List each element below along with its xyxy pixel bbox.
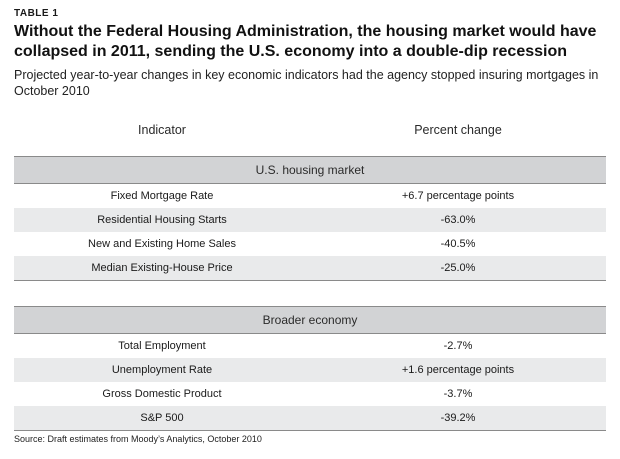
table-row: Fixed Mortgage Rate +6.7 percentage poin… <box>14 184 606 208</box>
table-row: Residential Housing Starts -63.0% <box>14 208 606 232</box>
table-row: S&P 500 -39.2% <box>14 406 606 430</box>
table-label: TABLE 1 <box>14 8 59 19</box>
percent-change-cell: +6.7 percentage points <box>401 190 515 202</box>
indicator-cell: Gross Domestic Product <box>102 388 222 400</box>
section-housing-market: U.S. housing market Fixed Mortgage Rate … <box>14 156 606 281</box>
table-row: Median Existing-House Price -25.0% <box>14 256 606 280</box>
percent-change-cell: -25.0% <box>440 262 476 274</box>
table-title: Without the Federal Housing Administrati… <box>14 23 597 60</box>
source-note: Source: Draft estimates from Moody’s Ana… <box>14 434 262 444</box>
table-row: Gross Domestic Product -3.7% <box>14 382 606 406</box>
column-header-percent-change: Percent change <box>414 123 502 137</box>
percent-change-cell: -39.2% <box>440 412 476 424</box>
section-broader-economy: Broader economy Total Employment -2.7% U… <box>14 306 606 431</box>
indicator-cell: Unemployment Rate <box>111 364 213 376</box>
indicator-cell: Total Employment <box>118 340 206 352</box>
percent-change-cell: -2.7% <box>443 340 473 352</box>
table-row: Total Employment -2.7% <box>14 334 606 358</box>
percent-change-cell: -40.5% <box>440 238 476 250</box>
indicator-cell: New and Existing Home Sales <box>88 238 236 250</box>
column-headers: Indicator Percent change <box>14 123 606 141</box>
indicator-cell: Fixed Mortgage Rate <box>110 190 214 202</box>
percent-change-cell: -63.0% <box>440 214 476 226</box>
percent-change-cell: -3.7% <box>443 388 473 400</box>
table-row: New and Existing Home Sales -40.5% <box>14 232 606 256</box>
indicator-cell: Median Existing-House Price <box>91 262 233 274</box>
table-row: Unemployment Rate +1.6 percentage points <box>14 358 606 382</box>
percent-change-cell: +1.6 percentage points <box>401 364 515 376</box>
section-header: U.S. housing market <box>14 157 606 184</box>
table-subtitle: Projected year-to-year changes in key ec… <box>14 68 599 98</box>
indicator-cell: Residential Housing Starts <box>97 214 227 226</box>
column-header-indicator: Indicator <box>138 123 186 137</box>
section-header: Broader economy <box>14 307 606 334</box>
indicator-cell: S&P 500 <box>140 412 184 424</box>
